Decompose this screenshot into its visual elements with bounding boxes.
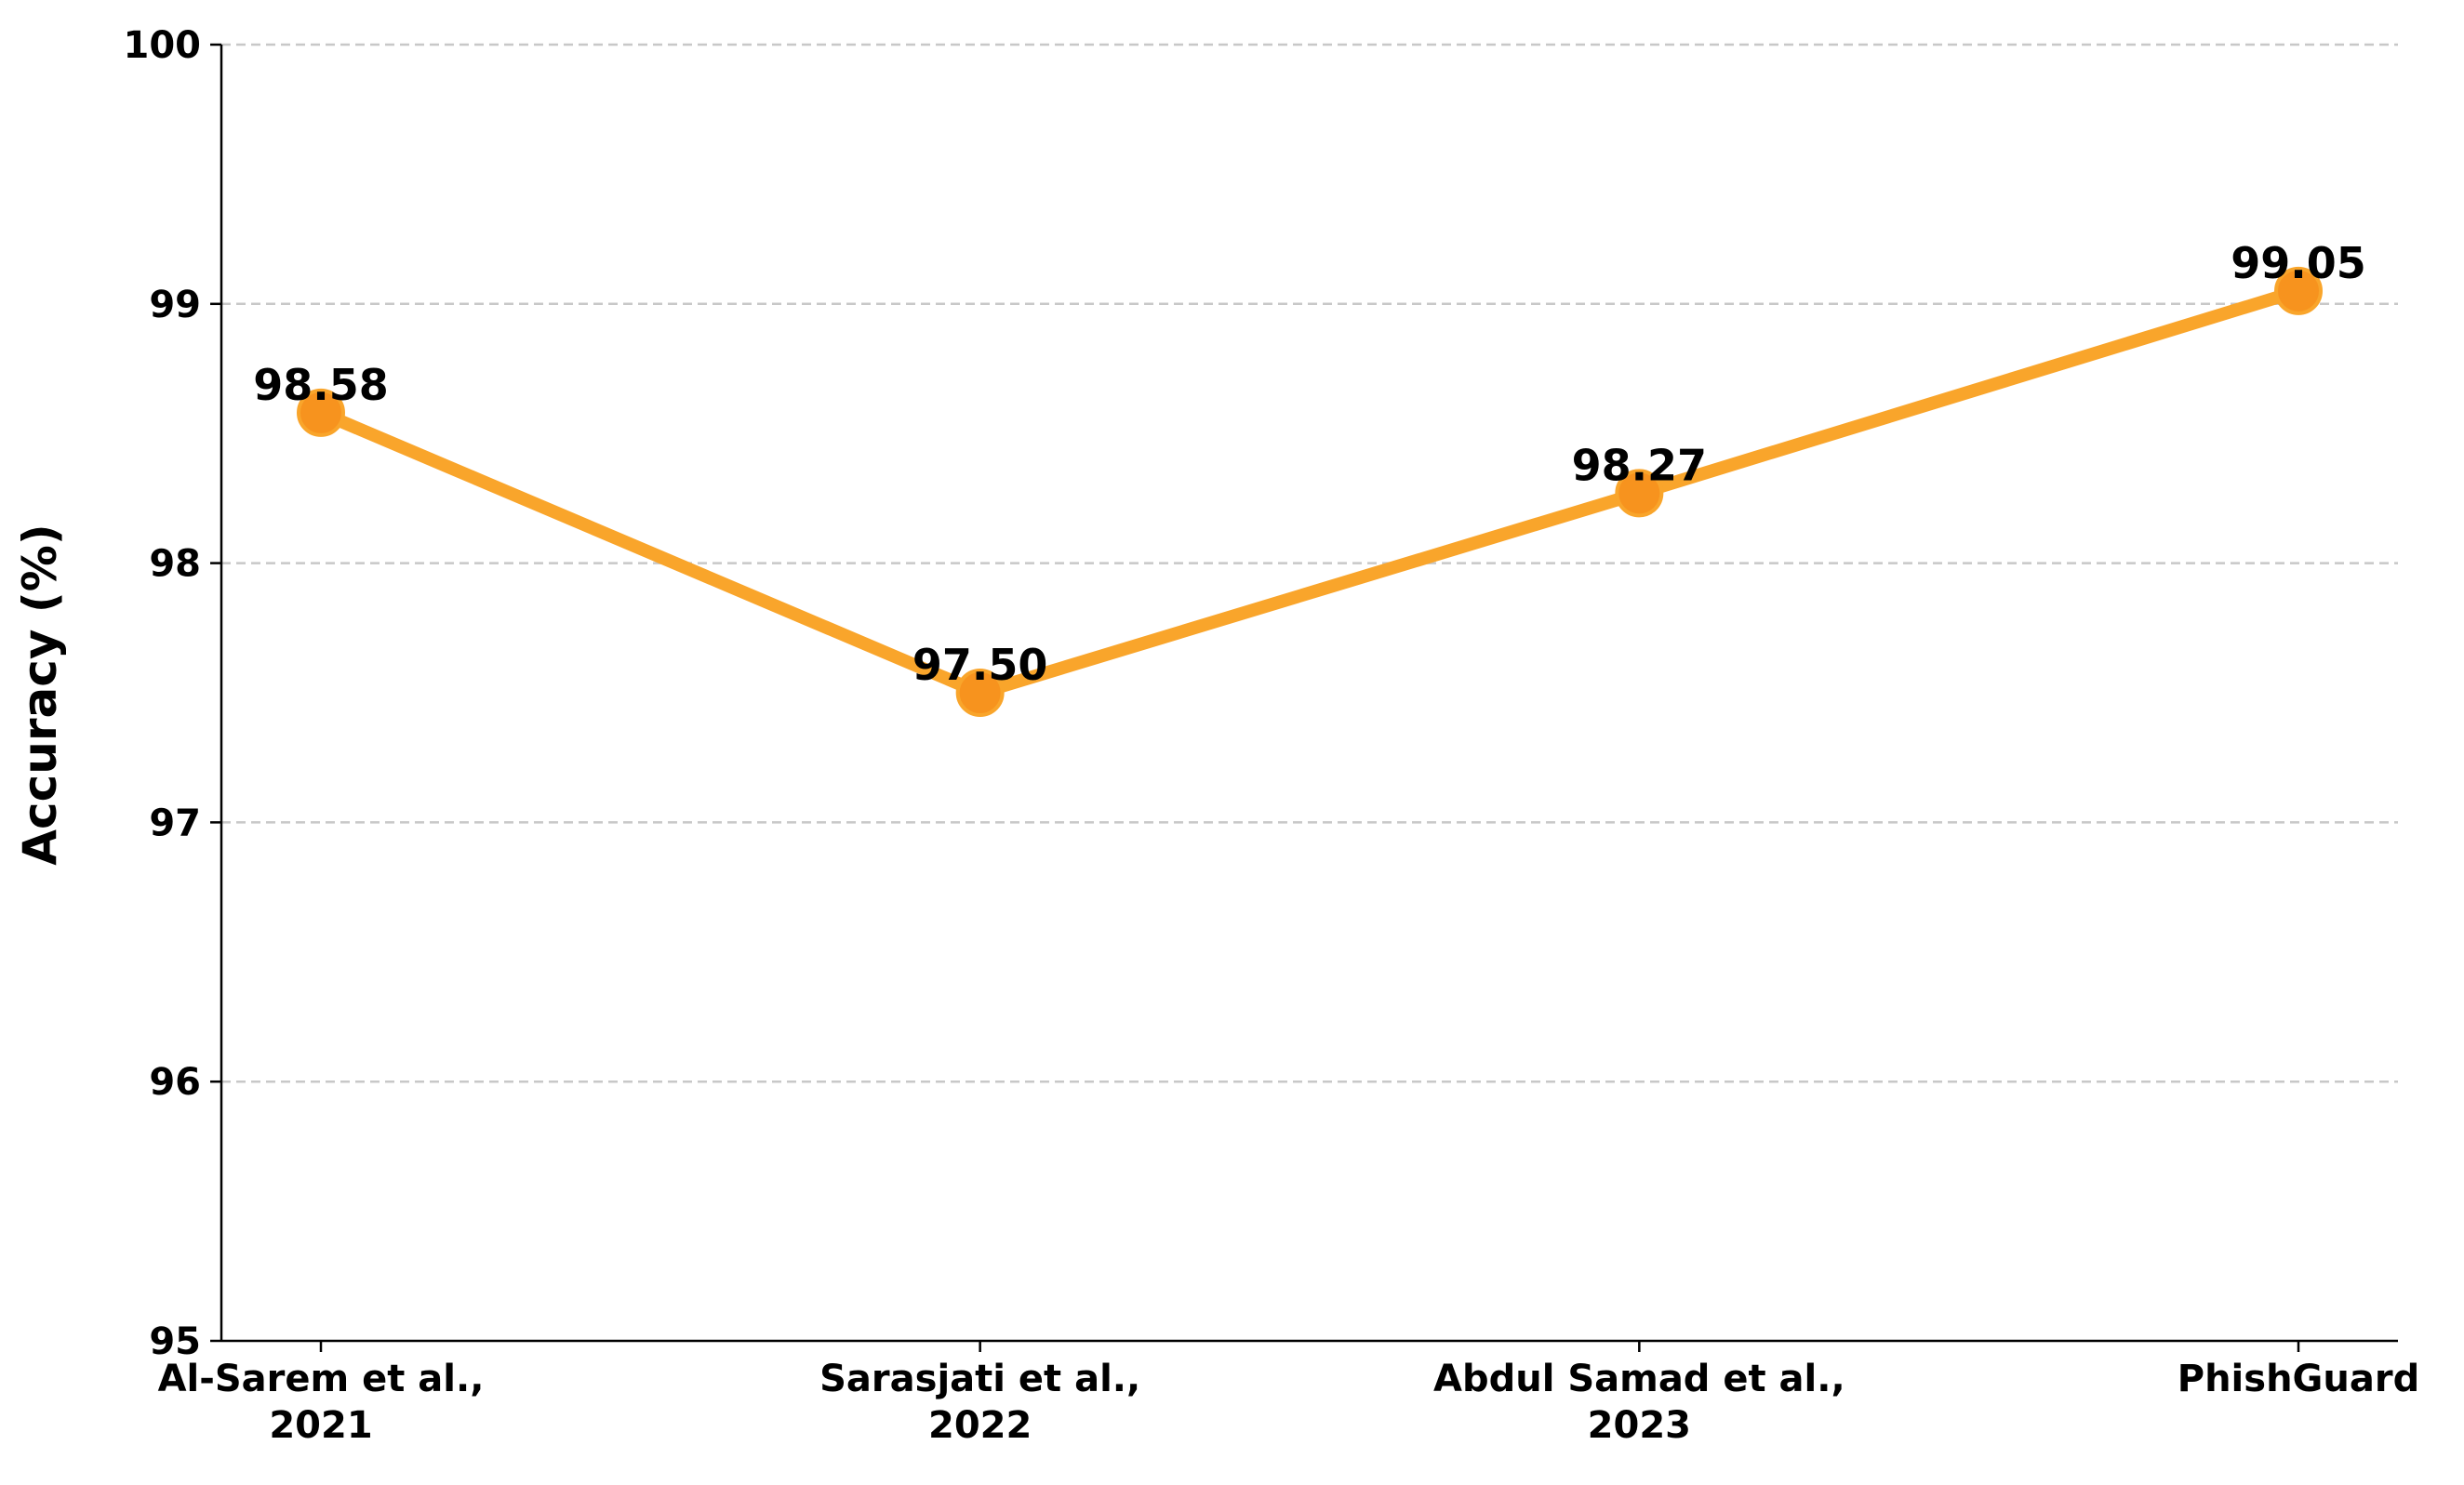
axes <box>220 45 2398 1343</box>
data-labels: 98.58 97.50 98.27 99.05 <box>253 238 2366 690</box>
data-label-3: 99.05 <box>2231 238 2366 288</box>
x-tick-label-0-0: Al-Sarem et al., <box>158 1358 485 1400</box>
x-tick-label-0-1: 2021 <box>269 1404 372 1447</box>
y-tick-label-96: 96 <box>149 1061 201 1104</box>
y-tick-label-95: 95 <box>149 1320 201 1363</box>
x-tick-label-1-0: Sarasjati et al., <box>819 1358 1140 1400</box>
y-ticks: 95 96 97 98 99 100 <box>124 24 221 1363</box>
y-gridlines <box>221 43 2398 1083</box>
y-tick-label-99: 99 <box>149 284 201 326</box>
x-tick-label-1-1: 2022 <box>928 1404 1032 1447</box>
y-tick-label-98: 98 <box>149 543 201 586</box>
x-tick-label-3-0: PhishGuard <box>2178 1358 2419 1400</box>
y-tick-label-97: 97 <box>149 802 201 844</box>
y-tick-label-100: 100 <box>124 24 202 67</box>
data-point-3 <box>2274 266 2323 315</box>
series-line-0 <box>314 284 2305 699</box>
data-point-0 <box>297 388 345 437</box>
y-axis-label: Accuracy (%) <box>13 524 67 865</box>
data-label-2: 98.27 <box>1572 440 1708 490</box>
series-accuracy <box>297 266 2323 717</box>
data-point-1 <box>955 669 1005 717</box>
data-label-1: 97.50 <box>912 640 1048 690</box>
data-point-2 <box>1615 469 1664 518</box>
data-label-0: 98.58 <box>253 360 389 410</box>
x-tick-label-2-0: Abdul Samad et al., <box>1433 1358 1845 1400</box>
x-tick-label-2-1: 2023 <box>1588 1404 1691 1447</box>
